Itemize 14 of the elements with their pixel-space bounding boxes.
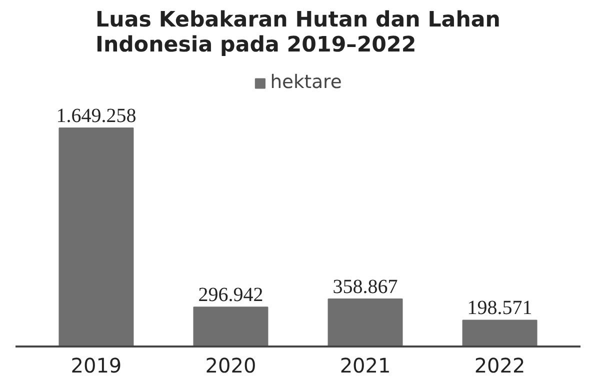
x-tick-label: 2019	[70, 354, 122, 378]
x-tick-label: 2021	[340, 354, 391, 378]
bar	[58, 128, 134, 346]
data-label: 1.649.258	[56, 105, 136, 128]
x-tick-label: 2022	[474, 354, 526, 378]
x-tick-label: 2020	[205, 354, 256, 378]
chart-title: Luas Kebakaran Hutan dan Lahan Indonesia pada 2019–2022	[96, 8, 500, 58]
bar	[328, 298, 403, 346]
bar	[193, 306, 268, 346]
bar	[462, 320, 538, 346]
data-label: 358.867	[332, 276, 398, 298]
legend-label: hektare	[270, 72, 342, 93]
data-label: 296.942	[198, 284, 264, 306]
data-label: 198.571	[467, 297, 532, 320]
